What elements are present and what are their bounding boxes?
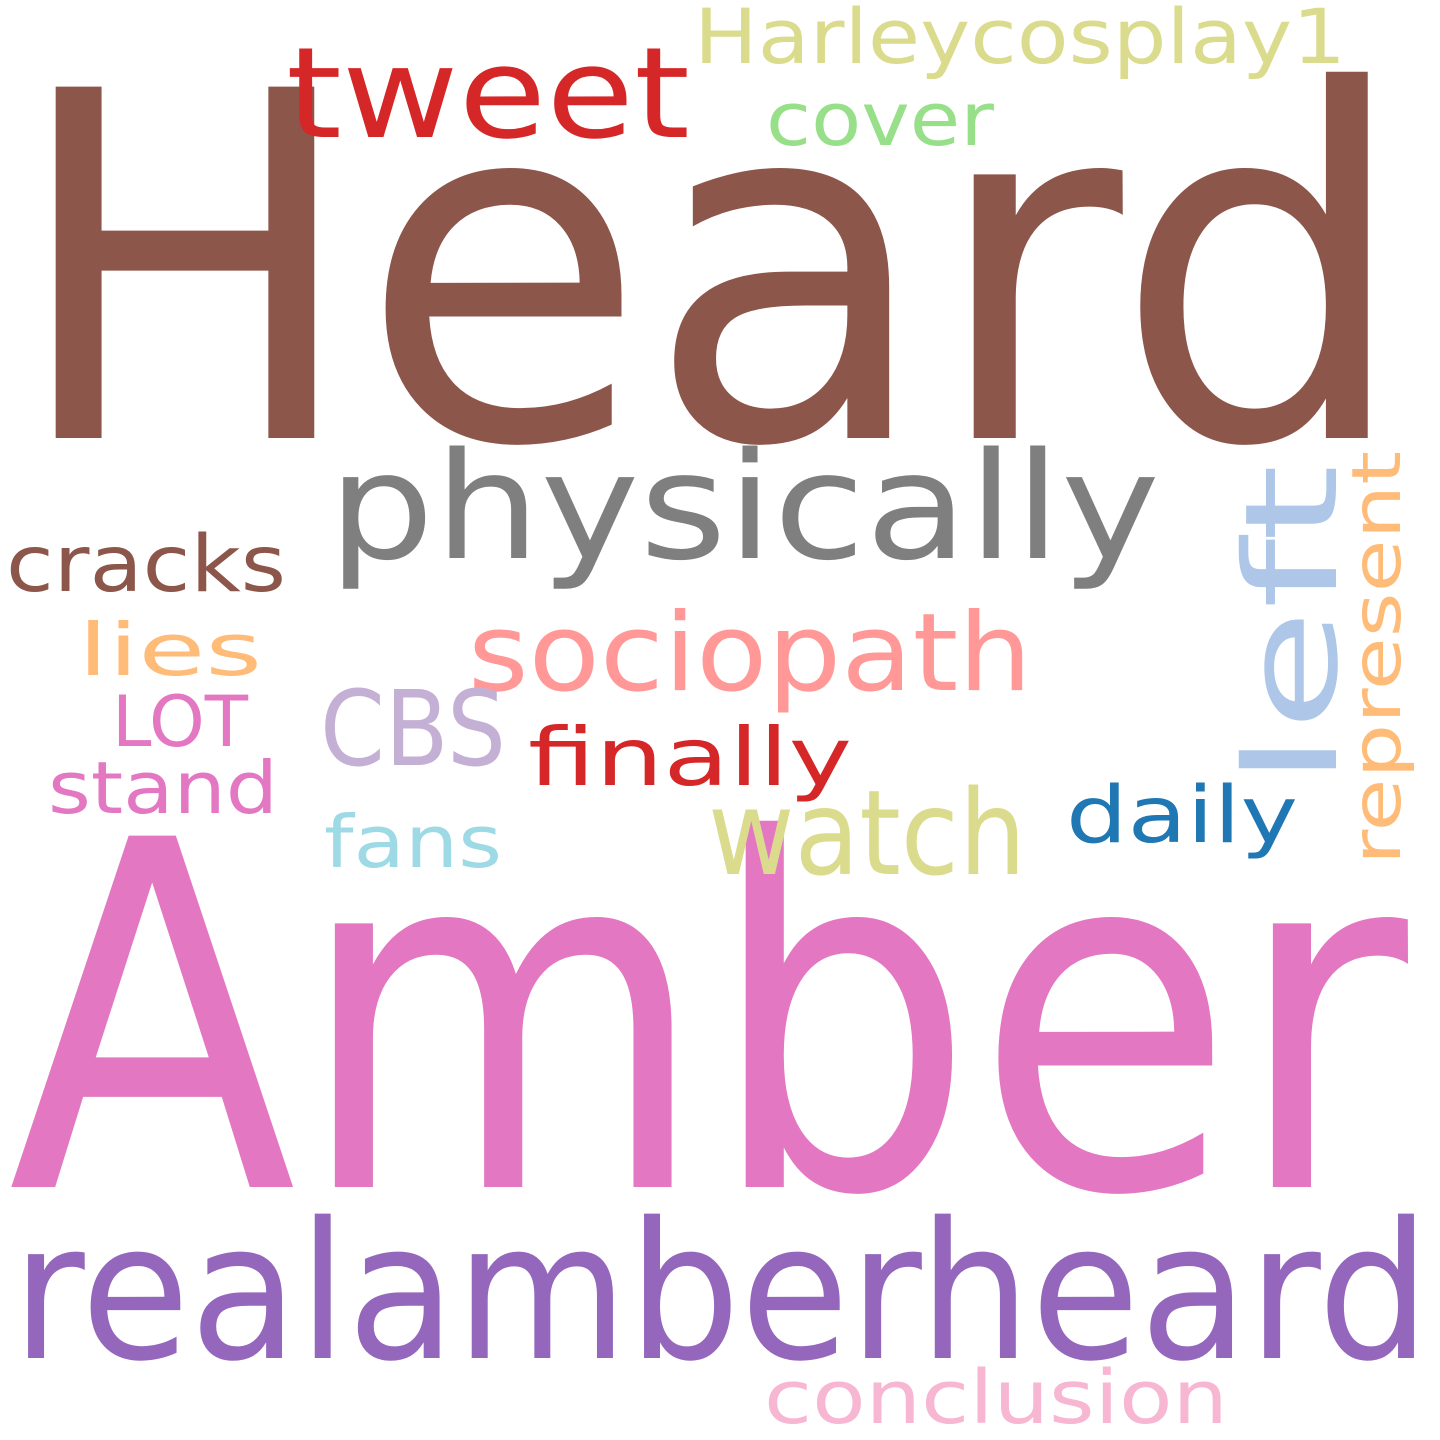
word-represent: represent [1338,451,1417,865]
word-left: left [1218,464,1367,787]
word-stand: stand [48,746,278,830]
word-conclusion: conclusion [764,1355,1228,1440]
word-lies: lies [78,608,262,692]
word-cracks: cracks [6,520,286,610]
word-lot: LOT [112,681,248,763]
word-amber: Amber [8,740,1413,1301]
word-heard: Heard [10,0,1410,552]
word-harleycosplay1: Harleycosplay1 [694,0,1346,81]
word-sociopath: sociopath [468,591,1032,716]
word-fans: fans [324,800,502,884]
word-physically: physically [328,421,1160,593]
word-cbs: CBS [320,668,506,790]
word-watch: watch [708,764,1026,902]
word-daily: daily [1066,771,1298,861]
word-cover: cover [766,77,995,163]
word-realamberheard: realamberheard [12,1182,1430,1403]
word-tweet: tweet [286,20,690,167]
word-finally: finally [528,711,852,804]
